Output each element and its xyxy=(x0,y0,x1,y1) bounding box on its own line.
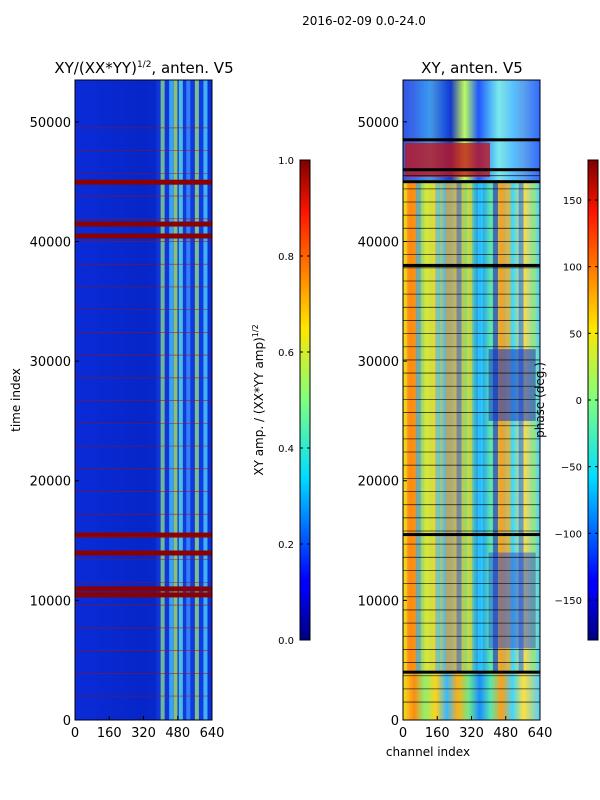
y-tick-label: 40000 xyxy=(30,235,71,250)
flagged-row xyxy=(75,179,212,185)
phase-block xyxy=(488,349,536,421)
y-tick-label: 30000 xyxy=(358,355,399,370)
amplitude-x-axis: 0 160 320 480 640 xyxy=(71,716,225,741)
x-tick-label: 320 xyxy=(131,726,156,741)
phase-stripe xyxy=(505,181,511,673)
band-column xyxy=(169,80,174,720)
x-tick-label: 0 xyxy=(399,726,407,741)
band-column xyxy=(160,80,165,720)
phase-stripe xyxy=(407,181,413,673)
phase-stripe xyxy=(467,181,473,673)
x-tick-label: 0 xyxy=(71,726,79,741)
amplitude-ylabel: time index xyxy=(9,368,23,432)
amplitude-colorbar-label: XY amp. / (XX*YY amp)1/2 xyxy=(251,324,266,475)
flagged-row xyxy=(403,138,540,142)
phase-stripe xyxy=(531,181,537,673)
phase-panel: XY, anten. V5 0 160 320 480 640 0 10000 20000 3… xyxy=(358,59,599,759)
y-tick-label: 30000 xyxy=(30,355,71,370)
colorbar-tick-label: 0.4 xyxy=(278,444,294,455)
amplitude-colorbar xyxy=(299,159,311,641)
x-tick-label: 160 xyxy=(97,726,122,741)
y-tick-label: 0 xyxy=(391,714,399,729)
figure-suptitle: 2016-02-09 0.0-24.0 xyxy=(302,14,426,28)
y-tick-label: 50000 xyxy=(358,116,399,131)
colorbar-tick-label: 0.2 xyxy=(278,540,294,551)
phase-stripe xyxy=(518,181,524,673)
x-tick-label: 480 xyxy=(493,726,518,741)
amplitude-panel: XY/(XX*YY)1/2, anten. V5 0 160 320 480 640 0… xyxy=(9,59,311,741)
colorbar-tick-label: −50 xyxy=(561,463,582,474)
flagged-row xyxy=(403,180,540,184)
colorbar-tick-label: 0.6 xyxy=(278,348,294,359)
phase-colorbar-label: phase (deg.) xyxy=(533,362,547,438)
amplitude-title: XY/(XX*YY)1/2, anten. V5 xyxy=(54,59,233,77)
y-tick-label: 0 xyxy=(63,714,71,729)
x-tick-label: 480 xyxy=(165,726,190,741)
phase-xlabel: channel index xyxy=(386,745,470,759)
phase-colorbar-ticks: −150 −100 −50 0 50 100 150 xyxy=(555,196,598,607)
phase-stripe xyxy=(445,181,451,673)
phase-y-axis: 0 10000 20000 30000 40000 50000 xyxy=(358,116,407,729)
phase-x-axis: 0 160 320 480 640 xyxy=(399,716,553,741)
flagged-row xyxy=(403,168,540,172)
x-tick-label: 640 xyxy=(200,726,225,741)
phase-stripe xyxy=(456,181,462,673)
flagged-row xyxy=(75,550,212,556)
phase-stripe xyxy=(415,181,421,673)
phase-block xyxy=(488,552,536,649)
flagged-row xyxy=(403,670,540,674)
phase-stripe xyxy=(435,181,441,673)
band-column xyxy=(178,80,183,720)
band-column xyxy=(203,80,208,720)
amplitude-y-axis: 0 10000 20000 30000 40000 50000 xyxy=(30,116,79,729)
phase-flagged-rows xyxy=(403,138,540,703)
band-column xyxy=(173,80,178,720)
phase-red-block xyxy=(405,143,490,177)
colorbar-tick-label: 100 xyxy=(563,263,582,274)
amplitude-flagged-rows xyxy=(75,127,212,697)
colorbar-tick-label: 0.0 xyxy=(278,636,294,647)
phase-title: XY, anten. V5 xyxy=(421,59,523,77)
colorbar-tick-label: 150 xyxy=(563,196,582,207)
colorbar-tick-label: 50 xyxy=(569,329,582,340)
x-tick-label: 160 xyxy=(425,726,450,741)
phase-stripe xyxy=(492,181,498,673)
y-tick-label: 10000 xyxy=(358,594,399,609)
band-column xyxy=(186,80,191,720)
flagged-row xyxy=(75,532,212,538)
colorbar-tick-label: −100 xyxy=(555,529,582,540)
flagged-row xyxy=(75,221,212,227)
band-column xyxy=(194,80,199,720)
flagged-row xyxy=(75,592,212,598)
x-tick-label: 320 xyxy=(459,726,484,741)
phase-stripe xyxy=(477,181,483,673)
amplitude-colorbar-ticks: 0.0 0.2 0.4 0.6 0.8 1.0 xyxy=(278,156,310,647)
y-tick-label: 50000 xyxy=(30,116,71,131)
amplitude-band-columns xyxy=(156,80,208,720)
y-tick-label: 20000 xyxy=(358,475,399,490)
flagged-row xyxy=(403,533,540,537)
band-region xyxy=(156,80,208,720)
colorbar-tick-label: −150 xyxy=(555,596,582,607)
y-tick-label: 20000 xyxy=(30,475,71,490)
y-tick-label: 10000 xyxy=(30,594,71,609)
x-tick-label: 640 xyxy=(528,726,553,741)
phase-stripes xyxy=(407,181,537,673)
y-tick-label: 40000 xyxy=(358,235,399,250)
phase-stripe xyxy=(424,181,430,673)
colorbar-tick-label: 1.0 xyxy=(278,156,294,167)
colorbar-tick-label: 0.8 xyxy=(278,252,294,263)
flagged-row xyxy=(75,586,212,592)
flagged-row xyxy=(403,263,540,267)
flagged-row xyxy=(75,233,212,239)
colorbar-tick-label: 0 xyxy=(576,396,582,407)
